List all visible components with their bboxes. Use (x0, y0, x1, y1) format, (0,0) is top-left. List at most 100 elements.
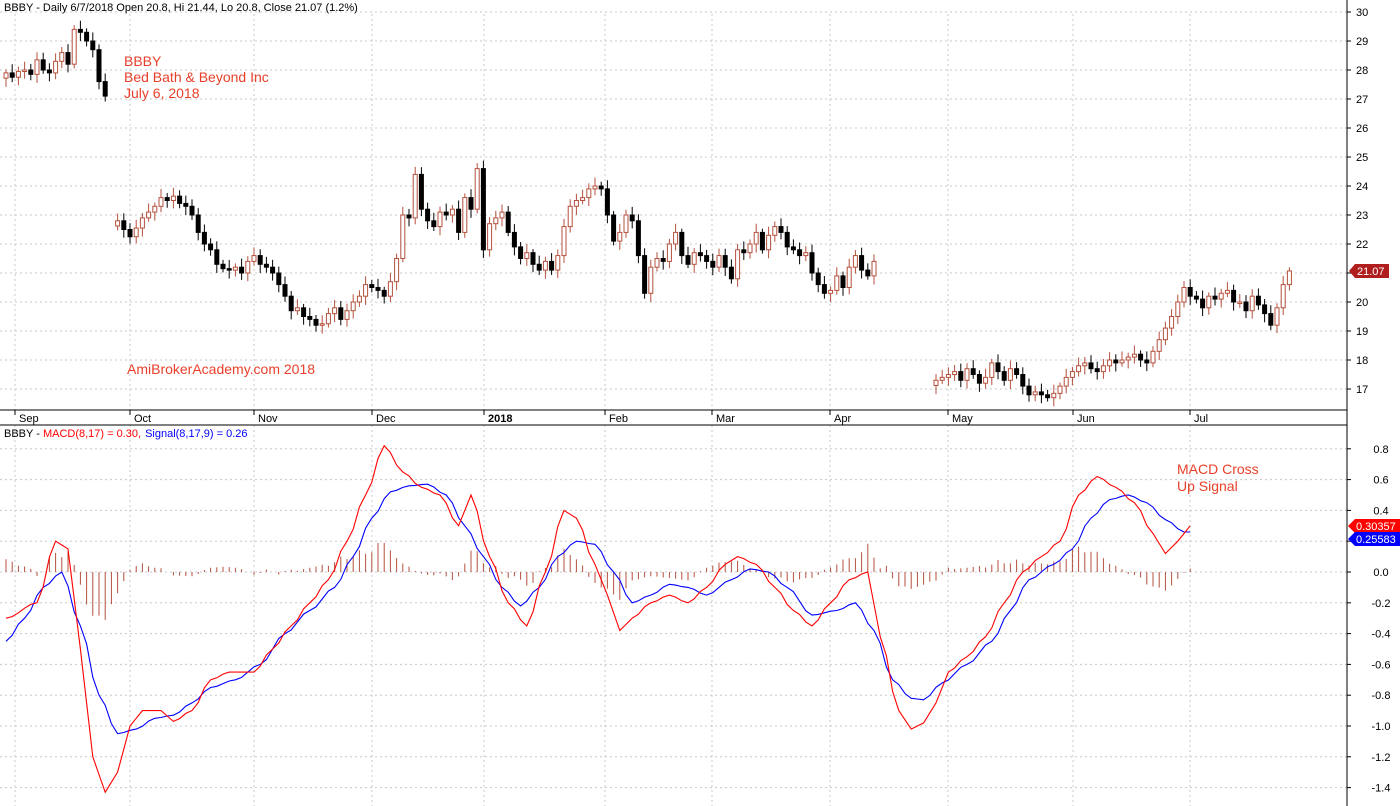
price-y-tick-label: 25 (1356, 152, 1368, 164)
x-tick-label: Apr (834, 413, 851, 425)
price-y-tick-label: 22 (1356, 239, 1368, 251)
candle-up (1069, 371, 1075, 378)
macd-y-tick-label: -1.0 (1372, 721, 1391, 733)
candle-up (1175, 301, 1181, 317)
candle-down (164, 197, 170, 202)
macd-lines (5, 444, 1191, 794)
candle-up (871, 260, 877, 277)
candle-up (59, 52, 65, 62)
candle-up (449, 208, 455, 216)
candle-down (214, 249, 220, 265)
annotation-symbol: BBBY (124, 53, 162, 69)
candle-down (1231, 289, 1237, 303)
candle-down (263, 263, 269, 268)
price-y-tick-label: 28 (1356, 65, 1368, 77)
annotation-macd-cross-line2: Up Signal (1177, 478, 1238, 494)
price-y-tick-label: 19 (1356, 326, 1368, 338)
candle-down (1088, 362, 1094, 370)
price-y-tick-label: 20 (1356, 297, 1368, 309)
candle-down (710, 260, 716, 268)
candle-up (1280, 284, 1286, 309)
candle-up (1218, 292, 1224, 300)
candle-up (3, 72, 9, 79)
macd-y-tick-label: -0.2 (1372, 598, 1391, 610)
candle-down (418, 173, 424, 210)
candle-down (821, 284, 827, 294)
candle-down (530, 252, 536, 265)
x-tick-label: 2018 (488, 413, 512, 425)
candle-up (1125, 356, 1131, 361)
macd-y-tick-label: -0.8 (1372, 690, 1391, 702)
price-y-tick-label: 26 (1356, 123, 1368, 135)
candle-down (704, 255, 710, 262)
candle-down (728, 266, 734, 280)
candle-down (307, 316, 313, 320)
candle-up (400, 214, 406, 259)
candle-up (474, 168, 480, 210)
candle-up (356, 295, 362, 303)
candle-up (1150, 350, 1156, 364)
candle-down (660, 258, 666, 262)
candle-down (970, 368, 976, 376)
candle-up (493, 217, 499, 225)
candle-up (1181, 287, 1187, 303)
candle-down (1255, 295, 1261, 306)
candle-down (177, 195, 183, 204)
candle-down (369, 284, 375, 289)
annotation-date: July 6, 2018 (124, 85, 200, 101)
candle-up (567, 205, 573, 228)
candle-down (635, 220, 641, 257)
candle-down (809, 252, 815, 274)
candle-down (1187, 287, 1193, 297)
candle-down (208, 243, 214, 251)
candle-down (456, 208, 462, 233)
macd-header: BBBY - MACD(8,17) = 0.30, Signal(8,17,9) … (4, 428, 248, 440)
candle-up (1082, 362, 1088, 367)
candle-up (983, 376, 989, 384)
candle-up (394, 258, 400, 283)
macd-y-tick-label: 0.0 (1373, 567, 1388, 579)
macd-header-signal: Signal(8,17,9) = 0.26 (145, 428, 247, 440)
candle-down (1193, 295, 1199, 300)
candle-down (1212, 295, 1218, 300)
candle-up (952, 371, 958, 376)
candle-up (1057, 385, 1063, 394)
candle-down (127, 229, 133, 238)
candle-up (1051, 392, 1057, 399)
candle-up (1274, 307, 1280, 326)
candle-down (697, 252, 703, 257)
candle-up (1100, 365, 1106, 373)
candle-down (9, 72, 15, 78)
candle-up (34, 59, 40, 75)
candle-down (220, 263, 226, 270)
candle-down (1268, 313, 1274, 326)
candle-up (1169, 316, 1175, 329)
x-tick-label: Jul (1194, 413, 1208, 425)
candle-down (549, 260, 555, 271)
candle-down (375, 287, 381, 291)
candle-up (462, 197, 468, 233)
candle-down (536, 263, 542, 271)
candle-up (1107, 359, 1113, 367)
candle-down (282, 284, 288, 297)
price-badge: 21.07 (1349, 264, 1389, 278)
candle-down (629, 214, 635, 222)
candle-up (747, 243, 753, 254)
x-tick-label: Feb (609, 413, 628, 425)
candle-up (555, 255, 561, 271)
macd-y-tick-label: 0.8 (1373, 444, 1388, 456)
macd-histogram (5, 542, 1191, 620)
macd-y-tick-label: -1.2 (1372, 752, 1391, 764)
x-tick-label: Nov (258, 413, 278, 425)
candle-down (1038, 391, 1044, 396)
candle-up (232, 266, 238, 271)
price-candles (3, 20, 1292, 407)
candle-down (195, 214, 201, 233)
candle-down (1200, 298, 1206, 309)
candle-up (22, 69, 28, 72)
candle-down (276, 272, 282, 286)
candle-down (96, 49, 102, 83)
candle-down (865, 269, 871, 277)
signal-badge-text: 0.25583 (1356, 534, 1396, 546)
candle-down (201, 231, 207, 245)
